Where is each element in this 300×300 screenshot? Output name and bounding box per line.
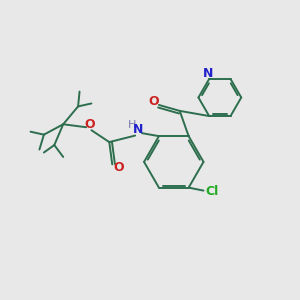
Text: O: O bbox=[148, 95, 159, 109]
Text: Cl: Cl bbox=[205, 185, 218, 198]
Text: N: N bbox=[203, 67, 213, 80]
Text: N: N bbox=[133, 123, 143, 136]
Text: O: O bbox=[113, 161, 124, 174]
Text: H: H bbox=[128, 120, 136, 130]
Text: O: O bbox=[85, 118, 95, 131]
